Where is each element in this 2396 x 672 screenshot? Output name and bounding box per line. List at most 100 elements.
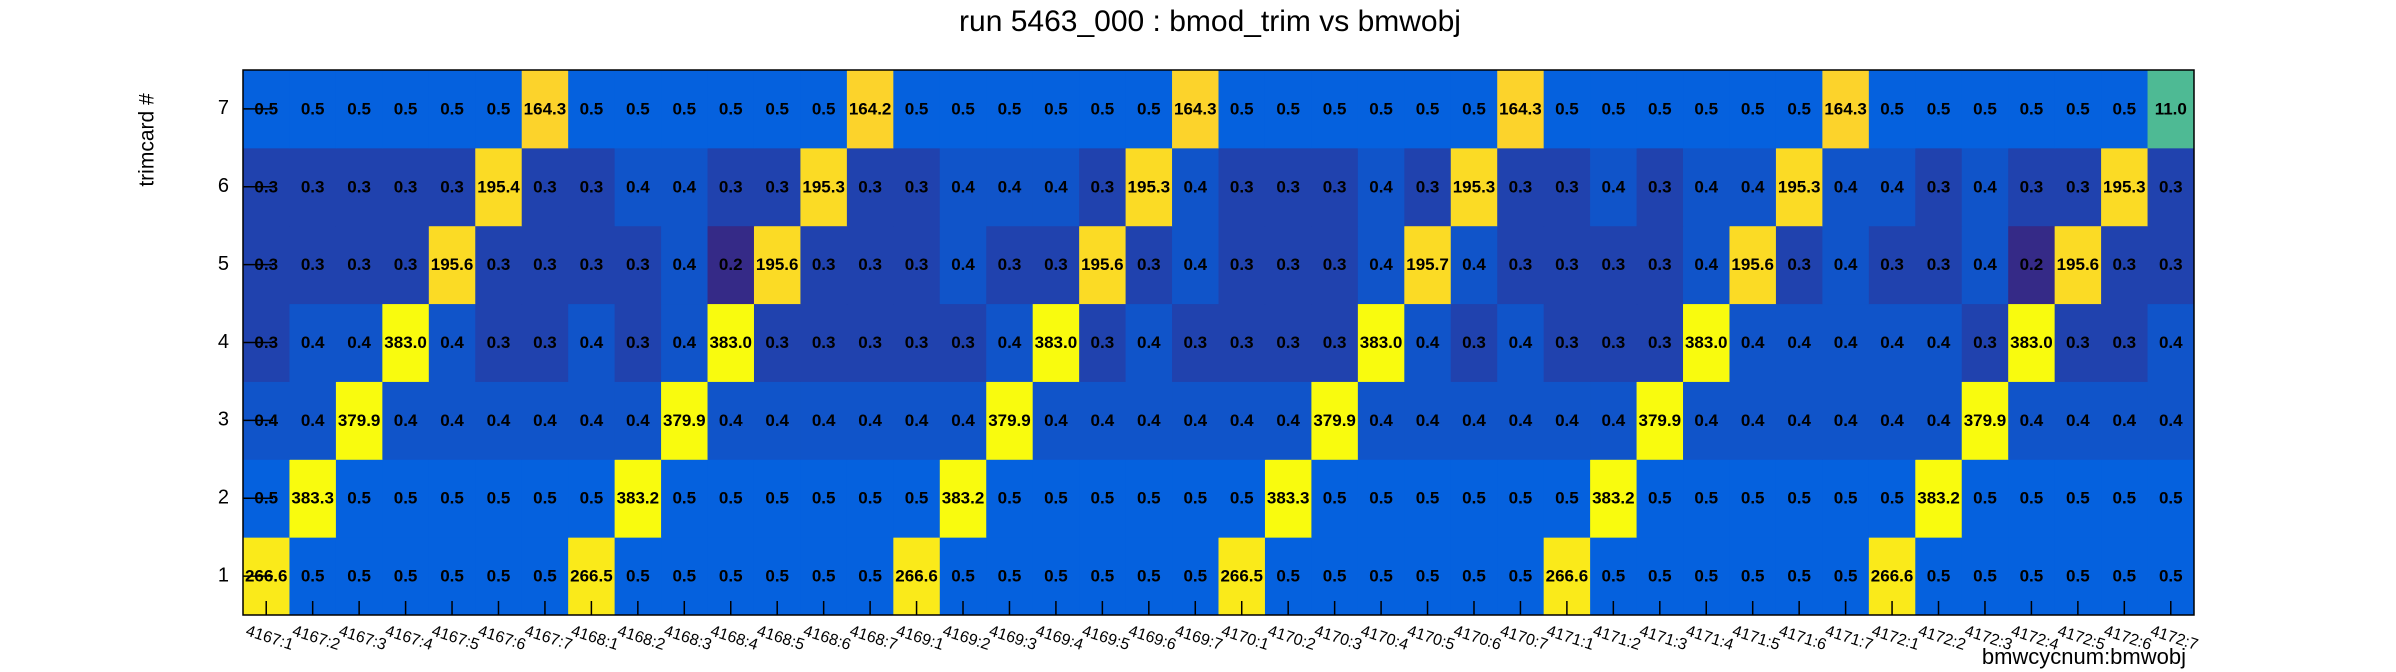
cell-label: 195.3 xyxy=(802,177,845,196)
cell-label: 0.5 xyxy=(1509,489,1533,508)
cell-label: 0.5 xyxy=(1323,489,1347,508)
cell xyxy=(986,147,1034,227)
cell-label: 0.4 xyxy=(1973,255,1997,274)
cell xyxy=(1172,381,1219,460)
cell-label: 0.4 xyxy=(1787,333,1811,352)
cell xyxy=(893,459,941,538)
cell-label: 0.3 xyxy=(1230,177,1254,196)
cell xyxy=(2101,459,2149,538)
cell xyxy=(1032,381,1080,460)
cell-label: 0.3 xyxy=(2113,333,2137,352)
cell-label: 0.4 xyxy=(998,177,1022,196)
cell xyxy=(1822,303,1870,382)
cell xyxy=(893,381,941,460)
cell xyxy=(753,225,801,305)
cell-label: 0.5 xyxy=(626,567,650,586)
cell xyxy=(1961,147,2009,227)
cell-label: 0.4 xyxy=(719,411,743,430)
cell-label: 0.5 xyxy=(1648,99,1672,118)
cell xyxy=(1079,303,1127,382)
cell-label: 0.4 xyxy=(1369,411,1393,430)
cell-label: 0.3 xyxy=(626,333,650,352)
cell xyxy=(1868,459,1916,538)
cell xyxy=(1404,381,1452,460)
cell-label: 0.5 xyxy=(858,567,882,586)
cell xyxy=(986,303,1034,382)
cell-label: 0.4 xyxy=(1369,177,1393,196)
cell-label: 0.5 xyxy=(672,99,696,118)
cell-label: 0.5 xyxy=(765,567,789,586)
cell-label: 0.3 xyxy=(1880,255,1904,274)
cell-label: 0.4 xyxy=(1044,177,1068,196)
cell-label: 0.4 xyxy=(626,177,650,196)
cell-label: 0.3 xyxy=(905,333,929,352)
cell xyxy=(614,459,662,538)
cell xyxy=(382,225,430,305)
cell xyxy=(707,459,755,538)
cell xyxy=(2054,70,2102,149)
cell xyxy=(1172,225,1219,305)
cell-label: 0.5 xyxy=(905,99,929,118)
cell xyxy=(800,225,848,305)
cell-label: 0.5 xyxy=(347,489,371,508)
cell xyxy=(521,225,569,305)
cell-label: 266.6 xyxy=(1546,567,1589,586)
cell-label: 0.4 xyxy=(1834,411,1858,430)
cell-label: 0.3 xyxy=(1323,177,1347,196)
cell-label: 0.5 xyxy=(1462,99,1486,118)
cell-label: 0.5 xyxy=(301,567,325,586)
cell xyxy=(1590,303,1638,382)
x-tick-label: 4169:1 xyxy=(894,623,946,654)
cell-label: 0.4 xyxy=(440,333,464,352)
y-tick-label: 6 xyxy=(218,175,229,197)
cell-label: 0.4 xyxy=(998,333,1022,352)
cell xyxy=(893,70,941,149)
cell xyxy=(1868,147,1916,227)
cell-label: 0.5 xyxy=(1230,99,1254,118)
cell xyxy=(1357,303,1405,382)
cell xyxy=(1775,70,1823,149)
cell xyxy=(1172,459,1219,538)
cell xyxy=(382,459,430,538)
cell-label: 0.3 xyxy=(1648,333,1672,352)
cell xyxy=(2101,225,2149,305)
cell-label: 383.2 xyxy=(1592,489,1635,508)
cell-label: 0.5 xyxy=(1602,567,1626,586)
cell xyxy=(1125,147,1173,227)
cell-label: 0.4 xyxy=(1462,411,1486,430)
cell-label: 0.5 xyxy=(1741,99,1765,118)
cell xyxy=(1264,459,1312,538)
cell xyxy=(846,70,894,149)
cell xyxy=(335,459,383,538)
cell-label: 0.3 xyxy=(1276,255,1300,274)
cell xyxy=(1590,225,1638,305)
cell xyxy=(1497,147,1545,227)
cell xyxy=(1497,225,1545,305)
cell xyxy=(1218,459,1266,538)
cell-label: 0.5 xyxy=(1880,99,1904,118)
cell xyxy=(2101,381,2149,460)
cell-label: 0.4 xyxy=(1602,177,1626,196)
cell xyxy=(568,225,616,305)
cell xyxy=(753,70,801,149)
x-tick-label: 4169:3 xyxy=(987,623,1039,654)
cell-label: 0.4 xyxy=(1694,255,1718,274)
cell-label: 0.4 xyxy=(1834,177,1858,196)
cell-label: 0.5 xyxy=(2113,99,2137,118)
cell xyxy=(1636,303,1684,382)
cell-label: 0.3 xyxy=(1044,255,1068,274)
cell-label: 0.4 xyxy=(2020,411,2044,430)
cell xyxy=(1450,381,1498,460)
cell xyxy=(1264,147,1312,227)
cell xyxy=(939,225,987,305)
x-tick-label: 4168:4 xyxy=(708,623,760,654)
cell-label: 0.3 xyxy=(951,333,975,352)
cell-label: 0.3 xyxy=(1648,255,1672,274)
cell-label: 379.9 xyxy=(1639,411,1682,430)
cell xyxy=(661,459,709,538)
cell-label: 0.3 xyxy=(858,255,882,274)
cell xyxy=(1125,225,1173,305)
cell-label: 11.0 xyxy=(2155,99,2187,118)
cell xyxy=(1543,225,1591,305)
cell xyxy=(1218,147,1266,227)
